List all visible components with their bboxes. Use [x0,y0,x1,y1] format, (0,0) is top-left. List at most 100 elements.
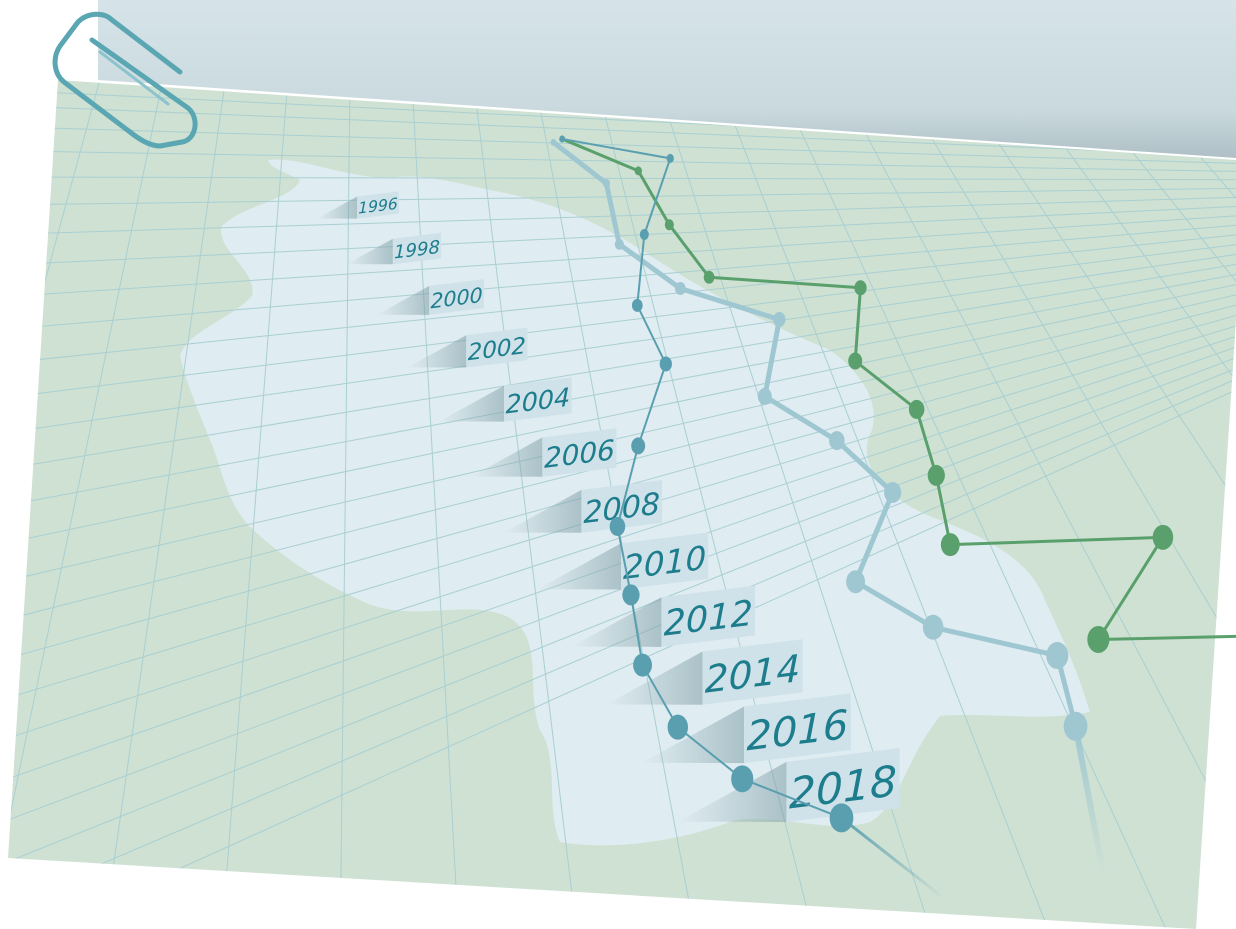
back-wall [98,0,1236,158]
series-line [551,140,1078,727]
grid-line [721,91,1061,929]
label-shadow [407,335,467,368]
year-labels: 1996199820002002200420062008201020122014… [317,191,900,822]
grid-line [8,196,1236,235]
data-point [639,228,649,240]
grid-line [8,263,1236,471]
label-card [744,693,851,764]
data-point [829,431,845,451]
data-point [703,270,715,284]
label-card [661,585,756,647]
data-point [634,166,642,176]
label-shadow [439,385,505,422]
year-label: 2012 [571,585,756,647]
label-card [392,232,442,265]
data-point [667,714,689,740]
data-point [927,464,945,486]
data-point [602,178,611,188]
series-green [559,135,1236,653]
grid-line [969,99,1236,929]
paperclip-icon [52,11,198,149]
data-point [1046,642,1069,670]
label-shadow [317,196,358,219]
label-card [357,191,399,219]
year-label: 1996 [317,191,399,219]
data-point [908,399,925,419]
grid-line [8,357,1236,824]
grid-line [411,81,461,929]
label-shadow [471,437,543,477]
label-shadow [537,543,622,590]
data-point [1152,524,1174,550]
year-label: 2016 [642,693,851,764]
grid-line [219,80,289,929]
grid-line [8,234,1236,365]
data-point [664,219,674,231]
label-shadow [346,238,393,265]
data-point [1063,711,1088,741]
grid-line [8,284,1236,545]
year-label-text: 1996 [358,194,398,218]
grid-line [99,80,227,929]
data-point [757,387,772,405]
grid-line [8,215,1236,298]
data-point [633,653,652,677]
label-shadow [571,597,662,647]
data-point [848,352,863,370]
label-shadow [678,761,787,822]
data-point [631,298,643,312]
year-label: 2010 [537,532,709,590]
series-line [561,137,842,819]
series-tail [839,816,946,900]
label-card [429,279,484,315]
data-point [884,481,902,503]
grid-line [783,93,1181,929]
data-point [773,312,786,328]
grid-line [8,336,1236,742]
series-line [561,137,1236,641]
label-shadow [376,285,430,315]
grid-line [8,80,103,929]
label-shadow [504,489,582,533]
grid-line [8,104,1236,157]
grid-line [659,89,941,929]
year-label: 2000 [376,279,484,315]
data-point [559,135,566,143]
grid-line [8,273,1236,508]
data-point [829,803,854,833]
data-point [609,517,626,537]
label-card [504,377,572,422]
series-light [550,138,1107,876]
series-layer [550,135,1236,900]
grid-line [8,253,1236,435]
series-tail [1072,723,1107,876]
label-shadow [642,706,745,764]
series-teal [559,135,946,900]
grid-line [8,176,1236,181]
data-point [550,138,557,146]
data-point [922,614,944,640]
data-point [1087,625,1110,653]
data-point [854,280,867,296]
year-label: 2014 [606,639,803,705]
grid-line [8,187,1236,206]
grid-line [1093,103,1236,929]
data-point [622,584,640,606]
grid-line [8,389,1236,929]
grid-line [8,126,1236,164]
data-point [940,533,960,557]
grid-line [8,224,1236,331]
grid-line [339,80,351,929]
year-label: 2002 [407,327,528,368]
label-card [702,639,803,705]
label-card [466,327,528,368]
data-point [846,570,866,594]
grid-line [8,244,1236,399]
data-point [731,765,754,793]
data-point [659,356,672,372]
label-shadow [606,651,703,705]
data-point [631,437,646,455]
label-card [786,748,900,822]
data-point [675,281,686,295]
